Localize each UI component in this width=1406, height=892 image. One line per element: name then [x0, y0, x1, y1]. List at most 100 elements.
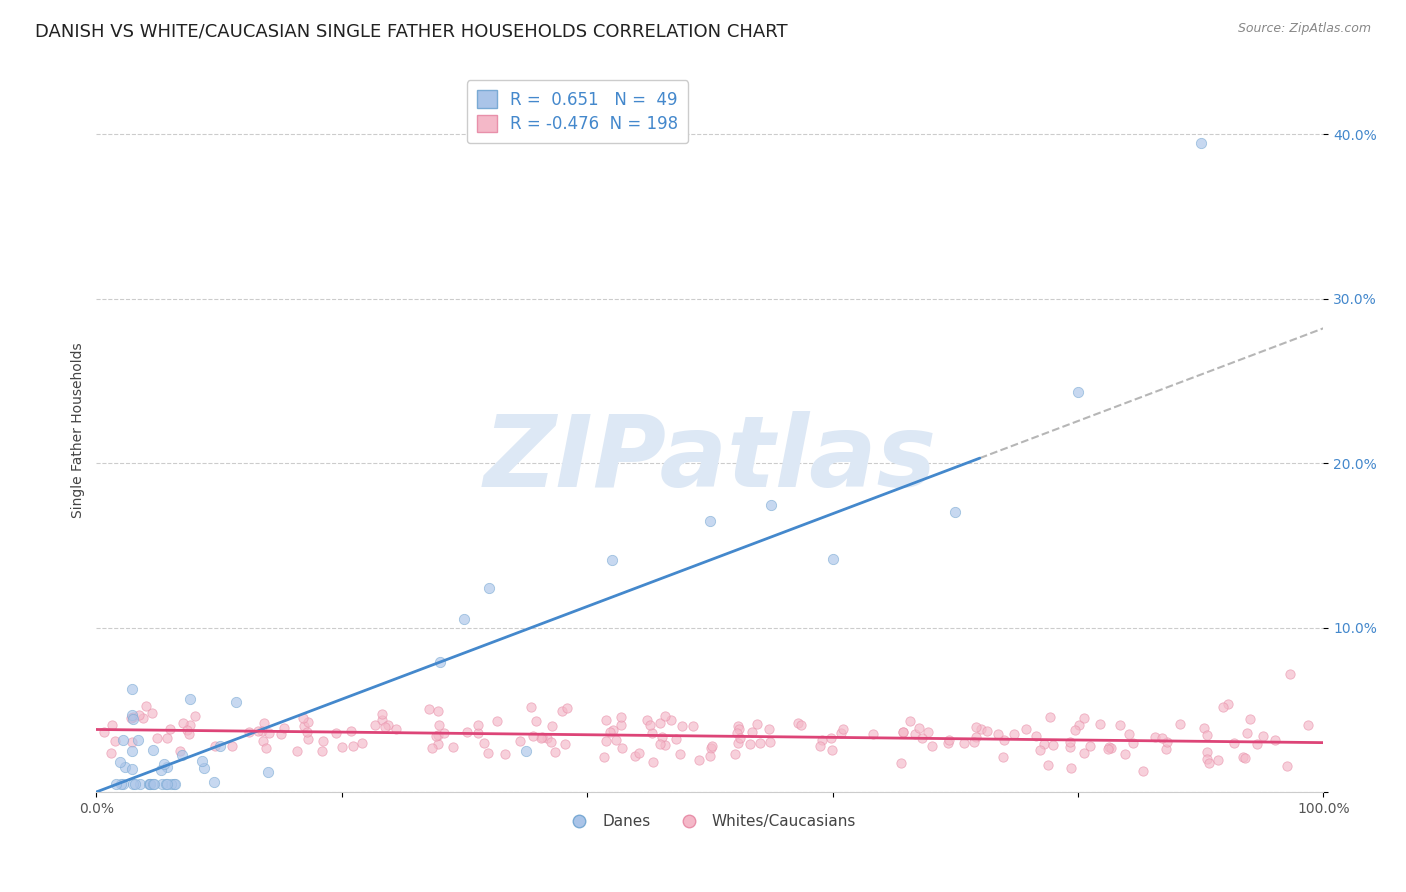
Point: [917, 725, 939, 739]
Legend: Danes, Whites/Caucasians: Danes, Whites/Caucasians: [558, 808, 862, 835]
Point: [467, 717, 489, 731]
Point: [595, 713, 617, 727]
Point: [862, 727, 884, 741]
Point: [340, 723, 363, 738]
Point: [1097, 741, 1119, 756]
Point: [648, 737, 671, 751]
Point: [159, 723, 181, 737]
Point: [832, 722, 855, 736]
Point: [257, 764, 280, 779]
Point: [422, 741, 444, 756]
Point: [291, 711, 314, 725]
Point: [121, 762, 143, 776]
Point: [176, 723, 198, 737]
Point: [285, 743, 308, 757]
Point: [273, 721, 295, 735]
Point: [120, 710, 142, 724]
Point: [738, 737, 761, 751]
Point: [156, 777, 179, 791]
Text: Source: ZipAtlas.com: Source: ZipAtlas.com: [1237, 22, 1371, 36]
Point: [121, 682, 143, 697]
Point: [1154, 741, 1177, 756]
Point: [163, 777, 186, 791]
Point: [1039, 710, 1062, 724]
Point: [122, 777, 145, 791]
Point: [110, 777, 132, 791]
Point: [1015, 722, 1038, 736]
Point: [540, 735, 562, 749]
Point: [654, 739, 676, 753]
Point: [515, 744, 537, 758]
Point: [908, 721, 931, 735]
Point: [624, 748, 647, 763]
Point: [602, 723, 624, 737]
Point: [250, 723, 273, 738]
Point: [1032, 737, 1054, 751]
Point: [1212, 699, 1234, 714]
Point: [671, 719, 693, 733]
Point: [427, 704, 450, 718]
Point: [1059, 761, 1081, 775]
Point: [121, 735, 143, 749]
Point: [1132, 764, 1154, 778]
Point: [1152, 731, 1174, 745]
Point: [669, 747, 692, 761]
Point: [1101, 741, 1123, 756]
Point: [93, 724, 115, 739]
Point: [108, 755, 131, 769]
Point: [1208, 753, 1230, 767]
Point: [936, 735, 959, 749]
Point: [342, 739, 364, 754]
Point: [1143, 730, 1166, 744]
Point: [976, 723, 998, 738]
Point: [530, 730, 553, 744]
Point: [363, 717, 385, 731]
Point: [991, 750, 1014, 764]
Point: [522, 729, 544, 743]
Point: [1067, 385, 1090, 400]
Point: [121, 710, 143, 724]
Point: [184, 709, 207, 723]
Point: [1198, 756, 1220, 770]
Point: [209, 739, 232, 754]
Point: [727, 719, 749, 733]
Point: [141, 706, 163, 720]
Point: [429, 655, 451, 669]
Point: [297, 714, 319, 729]
Point: [641, 756, 664, 770]
Point: [325, 726, 347, 740]
Point: [312, 734, 335, 748]
Point: [1192, 721, 1215, 735]
Point: [1168, 717, 1191, 731]
Point: [551, 704, 574, 718]
Point: [650, 716, 672, 731]
Point: [651, 731, 673, 745]
Point: [142, 743, 165, 757]
Point: [254, 740, 277, 755]
Point: [1279, 666, 1302, 681]
Point: [202, 775, 225, 789]
Point: [665, 731, 688, 746]
Point: [811, 732, 834, 747]
Point: [821, 552, 844, 566]
Point: [536, 731, 558, 745]
Point: [1251, 729, 1274, 743]
Point: [121, 744, 143, 758]
Point: [1234, 750, 1257, 764]
Point: [225, 694, 247, 708]
Point: [170, 747, 193, 762]
Point: [993, 732, 1015, 747]
Point: [124, 777, 146, 791]
Point: [478, 581, 501, 595]
Point: [122, 712, 145, 726]
Point: [808, 739, 831, 753]
Point: [1088, 717, 1111, 731]
Point: [1246, 737, 1268, 751]
Point: [787, 715, 810, 730]
Point: [728, 722, 751, 736]
Point: [472, 737, 495, 751]
Point: [891, 725, 914, 739]
Point: [1114, 747, 1136, 761]
Point: [418, 701, 440, 715]
Point: [965, 730, 987, 744]
